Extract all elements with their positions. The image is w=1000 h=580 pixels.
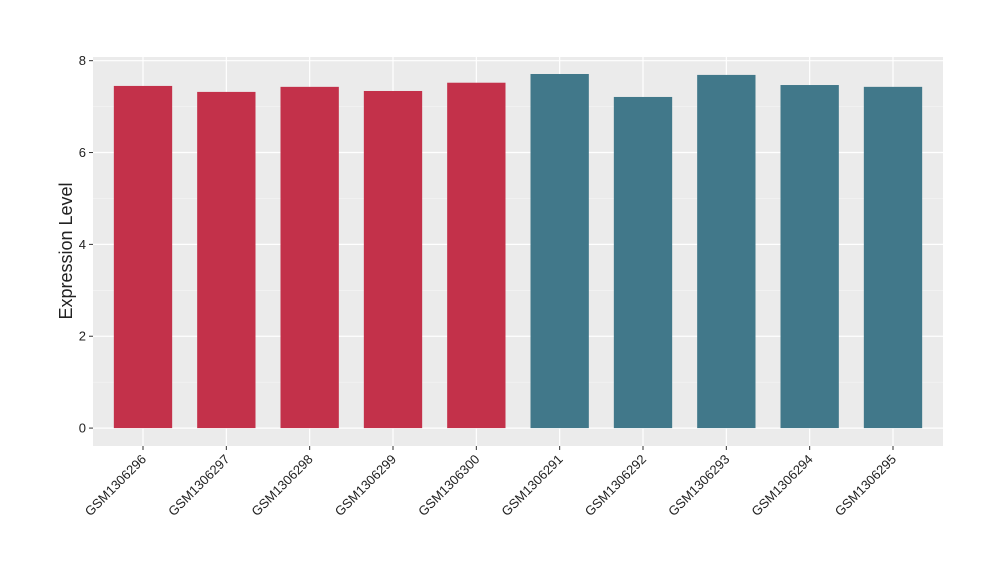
x-tick-label: GSM1306293 xyxy=(665,452,732,519)
bar xyxy=(363,90,423,429)
y-tick-label: 6 xyxy=(79,145,86,160)
bar xyxy=(780,85,839,429)
bar xyxy=(697,74,756,429)
bar xyxy=(447,82,506,429)
x-tick-label: GSM1306295 xyxy=(832,452,899,519)
x-tick-label: GSM1306297 xyxy=(165,452,232,519)
y-tick-label: 2 xyxy=(79,329,86,344)
x-tick-label: GSM1306296 xyxy=(82,452,149,519)
x-tick-label: GSM1306298 xyxy=(248,452,315,519)
y-axis-label: Expression Level xyxy=(56,182,76,319)
x-tick-label: GSM1306291 xyxy=(498,452,565,519)
bar xyxy=(197,91,256,429)
x-tick-label: GSM1306300 xyxy=(415,452,482,519)
bar xyxy=(530,73,589,429)
x-tick-label: GSM1306294 xyxy=(748,452,815,519)
bar xyxy=(113,85,173,429)
bar xyxy=(613,96,673,429)
x-tick-label: GSM1306292 xyxy=(582,452,649,519)
bar xyxy=(863,86,923,429)
y-tick-label: 0 xyxy=(79,421,86,436)
y-tick-label: 8 xyxy=(79,53,86,68)
bar xyxy=(280,86,339,429)
x-tick-label: GSM1306299 xyxy=(332,452,399,519)
y-tick-label: 4 xyxy=(79,237,86,252)
